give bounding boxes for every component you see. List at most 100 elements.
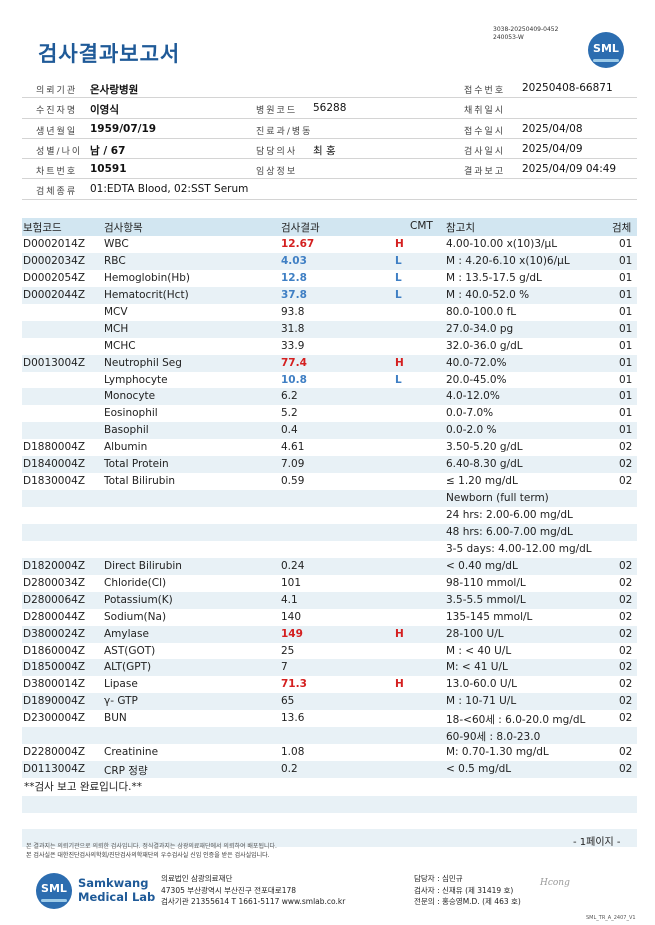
test-result: 31.8 [281, 322, 305, 335]
info-value: 2025/04/09 [522, 142, 583, 155]
table-row: MCV 93.8 80.0-100.0 fL 01 [22, 304, 637, 321]
info-label: 접수일시 [464, 126, 506, 137]
test-result: 0.59 [281, 475, 305, 488]
test-name: Neutrophil Seg [104, 356, 182, 369]
brand-line-2: Medical Lab [78, 890, 156, 904]
sml-logo-text: SML [593, 42, 619, 55]
address-line-1: 의료법인 삼광의료재단 [161, 874, 233, 883]
reference-range: 6.40-8.30 g/dL [446, 458, 523, 471]
test-name: Amylase [104, 627, 149, 640]
report-complete-note: **검사 보고 완료입니다.** [24, 781, 142, 793]
reference-range: 27.0-34.0 pg [446, 322, 514, 335]
test-name: Direct Bilirubin [104, 559, 182, 572]
insurance-code: D1840004Z [23, 458, 86, 471]
table-row: D1860004Z AST(GOT) 25 M : < 40 U/L 02 [22, 643, 637, 660]
table-row: D0113004Z CRP 정량 0.2 < 0.5 mg/dL 02 [22, 761, 637, 778]
specimen-code: 02 [619, 712, 633, 725]
reference-range: 60-90세 : 8.0-23.0 [446, 731, 541, 744]
info-row: 검체종류 01:EDTA Blood, 02:SST Serum [22, 179, 637, 200]
info-label: 병원코드 [256, 106, 298, 117]
test-name: RBC [104, 254, 126, 267]
specimen-code: 01 [619, 305, 633, 318]
table-row: 3-5 days: 4.00-12.00 mg/dL [22, 541, 637, 558]
info-label: 담당의사 [256, 146, 298, 157]
test-result: 140 [281, 610, 302, 623]
staff-line-3: 전문의 : 홍승영M.D. (제 463 호) [414, 897, 521, 906]
test-name: BUN [104, 712, 127, 725]
insurance-code: D1890004Z [23, 695, 86, 708]
info-label: 의뢰기관 [36, 86, 78, 96]
test-result: 71.3 [281, 678, 307, 691]
test-result: 1.08 [281, 746, 305, 759]
table-row: D2800034Z Chloride(Cl) 101 98-110 mmol/L 02 [22, 575, 637, 592]
reference-range: 4.0-12.0% [446, 390, 500, 403]
result-flag: L [395, 254, 402, 267]
table-row: D0002044Z Hematocrit(Hct) 37.8 L M : 40.0-52… [22, 286, 637, 304]
table-row: Basophil 0.4 0.0-2.0 % 01 [22, 422, 637, 440]
test-result: 10.8 [281, 373, 307, 386]
info-row: 수진자명 이영식 병원코드 56288 채취일시 [22, 98, 637, 119]
test-name: Total Protein [104, 458, 169, 471]
test-name: Lipase [104, 678, 138, 691]
header-reference: 참고치 [446, 222, 475, 234]
specimen-code: 01 [619, 322, 633, 335]
insurance-code: D3800014Z [23, 678, 86, 691]
test-name: Monocyte [104, 390, 156, 403]
sml-logo-icon: SML [588, 32, 624, 68]
test-result: 25 [281, 644, 295, 657]
test-name: Hemoglobin(Hb) [104, 271, 191, 284]
table-row: MCHC 33.9 32.0-36.0 g/dL 01 [22, 338, 637, 355]
document-code-line2: 240053-W [493, 34, 524, 41]
result-flag: H [395, 356, 404, 369]
specimen-code: 01 [619, 390, 633, 403]
table-row: D0002014Z WBC 12.67 H 4.00-10.00 x(10)3/μL 01 [22, 236, 637, 253]
staff-line-1: 담당자 : 심민규 [414, 874, 463, 883]
insurance-code: D1830004Z [23, 475, 86, 488]
specimen-code: 01 [619, 407, 633, 420]
table-row: D1850004Z ALT(GPT) 7 M: < 41 U/L 02 [22, 659, 637, 677]
patient-info-table: 의뢰기관 온사랑병원 접수번호 20250408-66871 수진자명 이영식 병원코드 56… [22, 78, 637, 200]
specimen-code: 02 [619, 763, 633, 776]
table-row: D2280004Z Creatinine 1.08 M: 0.70-1.30 mg/d… [22, 744, 637, 761]
info-label: 차트번호 [36, 167, 78, 178]
reference-range: M : < 40 U/L [446, 644, 512, 657]
specimen-code: 01 [619, 373, 633, 386]
info-value: 56288 [313, 102, 347, 115]
table-row: D1840004Z Total Protein 7.09 6.40-8.30 g/dL… [22, 456, 637, 474]
test-name: MCH [104, 322, 129, 335]
specimen-code: 01 [619, 288, 633, 301]
brand-line-1: Samkwang [78, 876, 149, 890]
test-result: 4.1 [281, 593, 298, 606]
results-header-row: 보험코드 검사항목 검사결과 CMT 참고치 검체 [22, 218, 637, 236]
insurance-code: D2280004Z [23, 746, 86, 759]
reference-range: 98-110 mmol/L [446, 576, 526, 589]
specimen-code: 02 [619, 627, 633, 640]
insurance-code: D3800024Z [23, 627, 86, 640]
info-value: 2025/04/08 [522, 122, 583, 135]
reference-range: < 0.40 mg/dL [446, 559, 518, 572]
test-result: 13.6 [281, 712, 305, 725]
page-number: - 1페이지 - [573, 837, 621, 848]
table-row: 60-90세 : 8.0-23.0 [22, 727, 637, 745]
reference-range: 20.0-45.0% [446, 373, 507, 386]
table-row: 48 hrs: 6.00-7.00 mg/dL [22, 523, 637, 541]
table-row: D3800014Z Lipase 71.3 H 13.0-60.0 U/L 02 [22, 676, 637, 693]
test-name: AST(GOT) [104, 644, 156, 657]
address-line-3: 검사기관 21355614 T 1661-5117 www.smlab.co.k… [161, 897, 346, 906]
notice-line-1: 본 결과지는 의뢰기관으로 의뢰한 검사입니다. 정식결과지는 삼광의료재단에서… [26, 843, 277, 850]
table-row: Monocyte 6.2 4.0-12.0% 01 [22, 388, 637, 406]
test-result: 149 [281, 627, 303, 640]
address-line-2: 47305 부산광역시 부산진구 전포대로178 [161, 885, 297, 895]
reference-range: M : 4.20-6.10 x(10)6/μL [446, 254, 570, 267]
reference-range: 3.50-5.20 g/dL [446, 441, 523, 454]
test-name: Potassium(K) [104, 593, 173, 606]
reference-range: ≤ 1.20 mg/dL [446, 475, 518, 488]
staff-line-2: 검사자 : 신재유 (제 31419 호) [414, 885, 514, 895]
specimen-code: 02 [619, 559, 633, 572]
test-result: 5.2 [281, 407, 298, 420]
test-result: 0.2 [281, 763, 298, 776]
reference-range: Newborn (full term) [446, 492, 549, 505]
reference-range: 48 hrs: 6.00-7.00 mg/dL [446, 525, 573, 538]
notice-band [22, 829, 637, 847]
insurance-code: D0002014Z [23, 238, 86, 250]
